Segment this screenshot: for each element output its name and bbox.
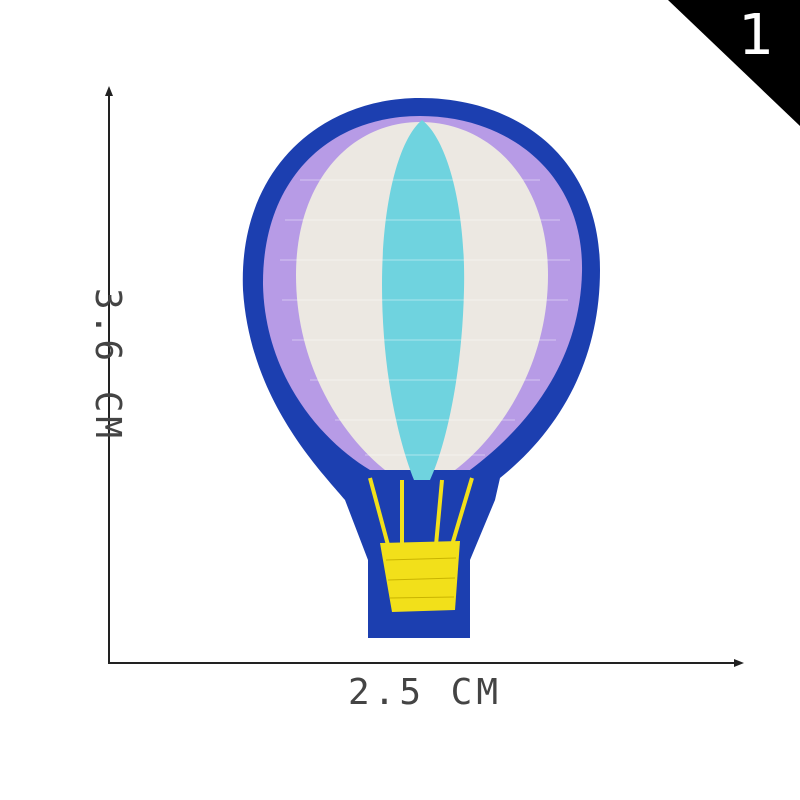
corner-badge: 1 [668,0,800,126]
vertical-axis-arrow-icon [105,86,113,96]
balloon-basket [380,541,460,612]
stitch-texture [280,179,570,456]
balloon-ropes [368,477,474,546]
horizontal-axis-arrow-icon [734,659,744,667]
badge-number: 1 [738,3,774,68]
width-dimension-label: 2.5 CM [347,672,503,713]
height-dimension-label: 3.6 CM [87,288,128,443]
basket-weave [385,557,457,599]
balloon-stripe-aqua [382,120,465,480]
corner-triangle [668,0,800,126]
